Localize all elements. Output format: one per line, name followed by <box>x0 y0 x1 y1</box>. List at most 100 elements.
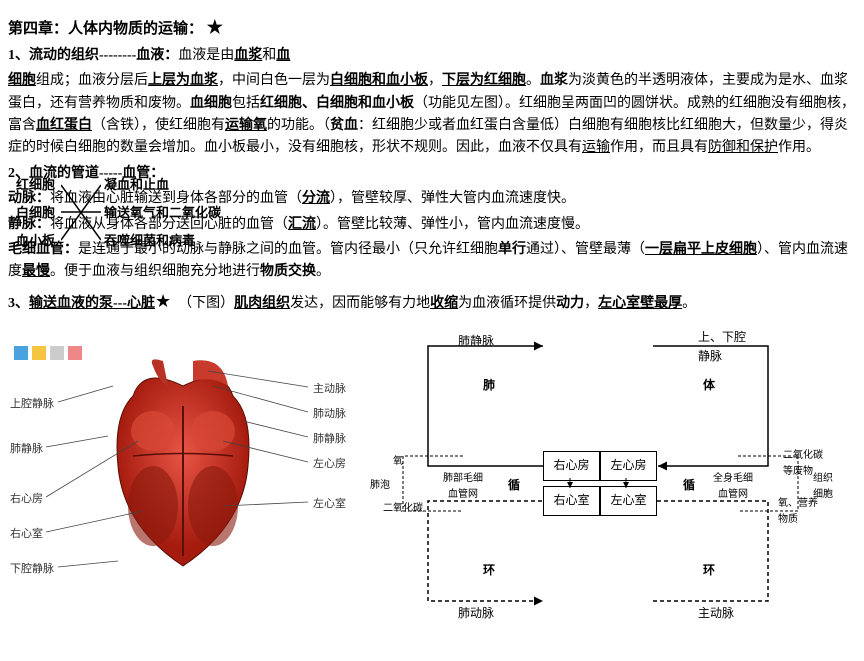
cl-pa: 肺动脉 <box>458 604 494 623</box>
cl-fei: 肺 <box>483 376 495 395</box>
s3-5: 。 <box>682 296 696 311</box>
cl-on: 氧、营养 物质 <box>778 496 818 528</box>
cl-h1: 环 <box>483 561 495 580</box>
toolbar <box>14 346 82 360</box>
s1-anemia: 贫血 <box>330 118 358 133</box>
cl-x2: 循 <box>683 476 695 495</box>
cl-fm: 肺泡 <box>370 478 390 494</box>
s1-l2f: 包括 <box>232 96 260 111</box>
s2-ex: 物质交换 <box>260 264 316 279</box>
folder-icon <box>32 346 46 360</box>
cross-l3: 血小板 <box>16 231 55 252</box>
cross-diagram: 红细胞 白细胞 血小板 凝血和止血 输送氧气和二氧化碳 吞噬细菌和病毒 <box>16 175 221 255</box>
s2-fl: 分流 <box>302 191 330 206</box>
hl-r2: 肺动脉 <box>313 406 346 424</box>
print-icon <box>50 346 64 360</box>
left-vent-box: 左心室 <box>600 486 657 516</box>
heart-diagram: 上腔静脉 肺静脉 右心房 右心室 下腔静脉 主动脉 肺动脉 肺静脉 左心房 左心… <box>8 326 348 606</box>
s2-ct2: 通过）、管壁最薄（ <box>526 242 645 257</box>
star2-icon: ★ <box>155 291 171 311</box>
s1-l2b: ，中间白色一层为 <box>218 73 330 88</box>
section1-line2: 细胞组成；血液分层后上层为血浆，中间白色一层为白细胞和血小板，下层为红细胞。血浆… <box>8 70 856 160</box>
hl-r3: 肺静脉 <box>313 431 346 449</box>
s1-upper: 上层为血浆 <box>148 73 218 88</box>
cl-co2: 二氧化碳 <box>383 501 423 517</box>
s1-l2k: 作用，而且具有 <box>610 140 708 155</box>
cross-r2: 输送氧气和二氧化碳 <box>104 203 221 224</box>
star-icon: ★ <box>207 17 223 37</box>
rv-label: 右心室 <box>553 491 589 510</box>
cross-lines-icon <box>61 180 101 250</box>
s1-l2c: ， <box>428 73 442 88</box>
s1-l2a: 组成；血液分层后 <box>36 73 148 88</box>
hl-r1: 主动脉 <box>313 381 346 399</box>
s3-t: 输送血液的泵---心脏 <box>29 296 155 311</box>
s3-1: （下图） <box>185 296 234 311</box>
hl-l1: 上腔静脉 <box>10 396 54 414</box>
cross-r3: 吞噬细菌和病毒 <box>104 231 195 252</box>
s1-l2h: （含铁），使红细胞有 <box>92 118 225 133</box>
s3-2: 发达，因而能够有力地 <box>290 296 430 311</box>
ra-label: 右心房 <box>553 456 589 475</box>
right-atrium-box: 右心房 <box>543 451 600 481</box>
s2-single: 单行 <box>498 242 526 257</box>
la-label: 左心房 <box>610 456 646 475</box>
s1-l2l: 作用。 <box>778 140 820 155</box>
s2-vt2: ）。管壁比较薄、弹性小，管内血流速度慢。 <box>316 217 589 232</box>
cross-r1: 凝血和止血 <box>104 175 169 196</box>
hl-l5: 下腔静脉 <box>10 561 54 579</box>
s1-plasma: 血浆 <box>234 48 262 63</box>
s3-m: 肌肉组织 <box>234 296 290 311</box>
s1-l2s: 细胞 <box>8 73 36 88</box>
cl-x1: 循 <box>508 476 520 495</box>
section1-para: 1、流动的组织--------血液：血液是由血浆和血 <box>8 45 856 67</box>
cross-l2: 白细胞 <box>16 203 55 224</box>
s1-cells: 血 <box>276 48 290 63</box>
s3-p: 3、 <box>8 296 29 311</box>
s2-hl: 汇流 <box>288 217 316 232</box>
s1-ct: 红细胞、白细胞和血小板 <box>260 96 414 111</box>
s1-l2d: 。 <box>526 73 540 88</box>
circulation-diagram: 肺静脉 上、下腔 静脉 肺 体 氧 肺泡 二氧化碳 肺部毛细 血管网 循 循 二… <box>368 326 838 616</box>
hl-l2: 肺静脉 <box>10 441 43 459</box>
s1-hemo: 血红蛋白 <box>36 118 92 133</box>
left-atrium-box: 左心房 <box>600 451 657 481</box>
hl-l4: 右心室 <box>10 526 43 544</box>
cl-yang: 氧 <box>393 454 403 470</box>
cl-tr: 上、下腔 静脉 <box>698 328 746 366</box>
s1-lower: 下层为红细胞 <box>442 73 526 88</box>
hl-r5: 左心室 <box>313 496 346 514</box>
cl-bc: 全身毛细 血管网 <box>713 471 753 503</box>
hl-l3: 右心房 <box>10 491 43 509</box>
cl-tl: 肺静脉 <box>458 332 494 351</box>
s2-ol: 一层扁平上皮细胞 <box>645 242 757 257</box>
s3-4: ， <box>584 296 598 311</box>
s2-ct5: 。 <box>316 264 330 279</box>
cl-tis: 组织 细胞 <box>813 471 833 503</box>
s1-cb: 血细胞 <box>190 96 232 111</box>
s1-prefix: 1、流动的组织--------血液： <box>8 48 178 63</box>
mail-icon <box>68 346 82 360</box>
s1-and: 和 <box>262 48 276 63</box>
images-row: 上腔静脉 肺静脉 右心房 右心室 下腔静脉 主动脉 肺动脉 肺静脉 左心房 左心… <box>8 326 856 616</box>
chapter-title: 第四章：人体内物质的运输： ★ <box>8 13 856 42</box>
s1-pb: 血浆 <box>540 73 568 88</box>
section3: 3、输送血液的泵---心脏★ （下图）肌肉组织发达，因而能够有力地收缩为血液循环… <box>8 287 856 316</box>
s2-at2: ），管壁较厚、弹性大管内血流速度快。 <box>330 191 575 206</box>
s1-mid: 白细胞和血小板 <box>330 73 428 88</box>
cross-l1: 红细胞 <box>16 175 55 196</box>
s2-ct4: 。便于血液与组织细胞充分地进行 <box>50 264 260 279</box>
cl-ao: 主动脉 <box>698 604 734 623</box>
s2-slow: 最慢 <box>22 264 50 279</box>
s3-c: 收缩 <box>430 296 458 311</box>
s3-pw: 动力 <box>556 296 584 311</box>
cl-ti: 体 <box>703 376 715 395</box>
s1-tf: 运输 <box>582 140 610 155</box>
s1-def: 防御和保护 <box>708 140 778 155</box>
chamber-arrows-icon <box>563 478 633 490</box>
s1-l2i: 的功能。（ <box>267 118 330 133</box>
chapter-title-text: 第四章：人体内物质的运输： <box>8 21 203 37</box>
s1-i1: 血液是由 <box>178 48 234 63</box>
s3-3: 为血液循环提供 <box>458 296 556 311</box>
cl-fm2: 肺部毛细 血管网 <box>443 471 483 503</box>
